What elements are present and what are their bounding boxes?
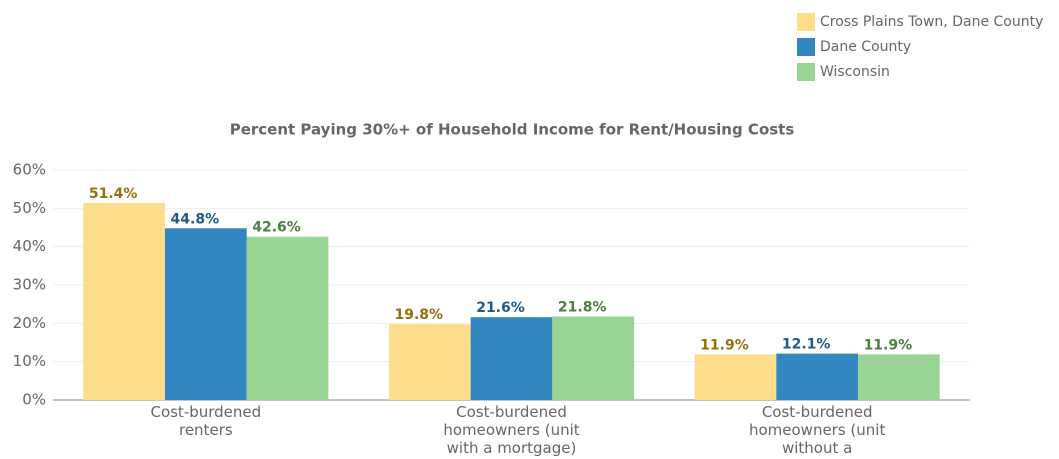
value-label: 21.6% (476, 300, 525, 316)
y-tick-label: 30% (13, 276, 46, 294)
y-tick-label: 50% (13, 199, 46, 217)
value-label: 11.9% (700, 337, 749, 353)
value-label: 42.6% (252, 220, 301, 236)
bar (83, 202, 165, 400)
bar (552, 316, 635, 400)
y-tick-label: 60% (13, 161, 46, 179)
legend-swatch (797, 13, 815, 31)
bar (164, 228, 247, 400)
value-label: 44.8% (171, 211, 220, 227)
bar (858, 354, 940, 400)
bar (388, 324, 471, 400)
legend-label: Wisconsin (820, 64, 890, 80)
chart-title: Percent Paying 30%+ of Household Income … (230, 121, 795, 139)
y-tick-label: 10% (13, 352, 46, 370)
x-tick-label: Cost-burdened renters (150, 403, 261, 439)
legend-swatch (797, 38, 815, 56)
legend-label: Cross Plains Town, Dane County (820, 14, 1043, 30)
legend-swatch (797, 63, 815, 81)
legend-label: Dane County (820, 39, 911, 55)
value-label: 11.9% (864, 337, 913, 353)
y-tick-label: 40% (13, 237, 46, 255)
value-label: 19.8% (395, 307, 444, 323)
value-label: 21.8% (558, 299, 607, 315)
y-tick-label: 0% (22, 391, 46, 409)
x-tick-label: Cost-burdened homeowners (unit with a mort… (443, 403, 579, 457)
value-label: 12.1% (782, 337, 831, 353)
y-tick-label: 20% (13, 314, 46, 332)
bar (246, 236, 329, 400)
bar (776, 353, 859, 400)
value-label: 51.4% (89, 186, 138, 202)
bar (470, 317, 553, 400)
bar (694, 354, 777, 400)
